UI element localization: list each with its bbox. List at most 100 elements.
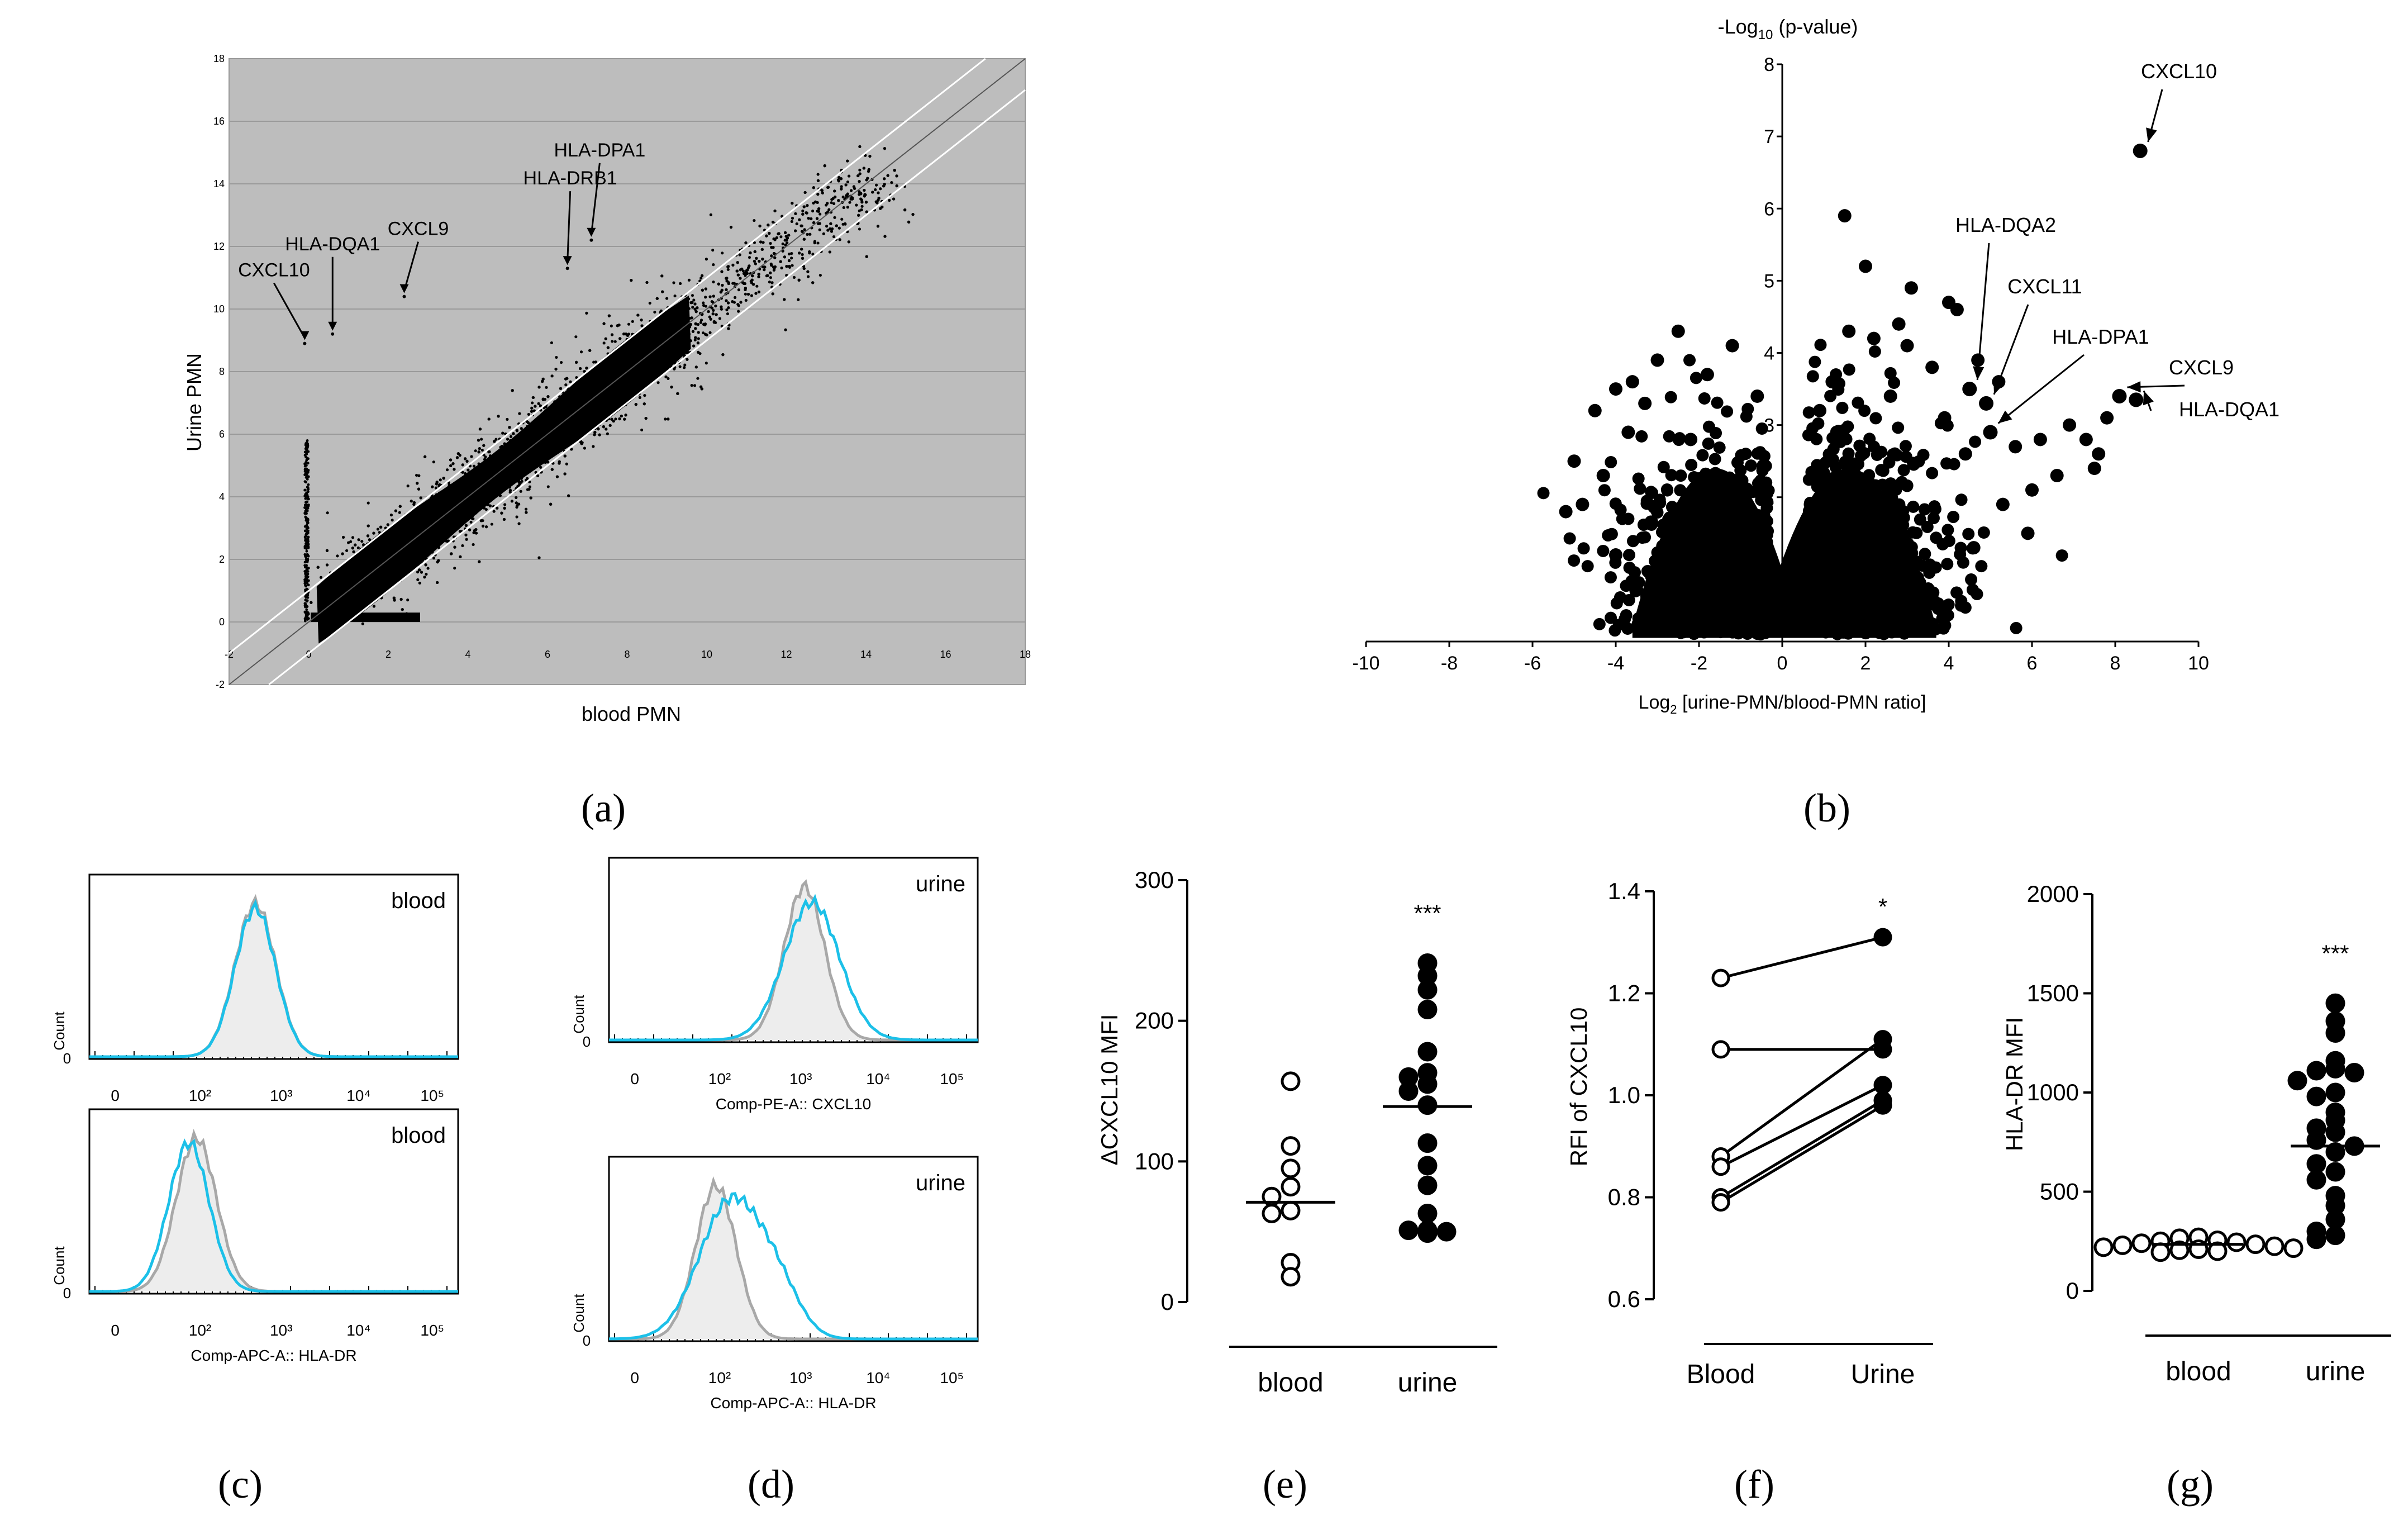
panel-a-point xyxy=(575,406,579,410)
panel-a-point xyxy=(515,429,518,432)
panel-a-point xyxy=(783,255,787,259)
panel-a-point xyxy=(537,448,540,452)
panel-a-point xyxy=(771,292,774,296)
panel-a-point xyxy=(358,583,361,586)
panel-a-point xyxy=(380,572,383,576)
panel-a-point xyxy=(342,590,345,593)
panel-a-point xyxy=(736,261,739,264)
panel-a-point xyxy=(378,531,381,534)
panel-a-point xyxy=(431,538,435,542)
panel-a-point xyxy=(474,471,477,474)
panel-a-point xyxy=(482,444,486,447)
panel-a-point xyxy=(893,169,896,172)
panel-a-point xyxy=(655,332,659,335)
panel-a-point xyxy=(767,224,770,227)
panel-a-point xyxy=(780,266,783,270)
panel-a-point xyxy=(664,417,667,421)
panel-a-point xyxy=(646,338,650,341)
panel-a-point xyxy=(413,548,416,551)
panel-a-point xyxy=(456,452,460,455)
panel-a-point xyxy=(567,396,570,399)
panel-a-point xyxy=(588,411,592,415)
panel-a-point xyxy=(860,201,864,204)
panel-a-point xyxy=(802,238,806,241)
panel-a-point xyxy=(428,521,432,525)
panel-a-point xyxy=(845,194,848,197)
panel-a-point xyxy=(546,420,550,424)
panel-a-point xyxy=(306,521,309,524)
panel-a-point xyxy=(629,384,632,387)
panel-a-point xyxy=(584,386,587,390)
panel-a-point xyxy=(678,365,682,368)
panel-a-point xyxy=(411,543,414,546)
panel-a-point xyxy=(689,322,692,326)
panel-a-point xyxy=(510,455,513,458)
panel-a-point xyxy=(708,331,712,334)
panel-a-point xyxy=(712,280,715,284)
panel-a-point xyxy=(518,436,521,440)
panel-a-point xyxy=(637,368,641,372)
panel-a-point xyxy=(744,298,748,302)
panel-a-point xyxy=(593,416,597,420)
panel-a-annotation-label: CXCL10 xyxy=(238,260,310,281)
panel-a-point xyxy=(611,360,615,364)
panel-b-point xyxy=(1721,405,1734,418)
panel-a-point xyxy=(588,404,592,407)
panel-a-point xyxy=(382,575,386,578)
panel-a-point xyxy=(326,603,330,606)
panel-a-point xyxy=(546,438,550,441)
panel-a-point xyxy=(670,328,673,331)
panel-a-point xyxy=(866,177,869,180)
panel-a-point xyxy=(546,485,550,488)
panel-a-point xyxy=(736,273,740,277)
panel-a-point xyxy=(519,490,522,493)
panel-a-point xyxy=(365,589,369,592)
panel-a-point xyxy=(550,433,553,436)
panel-a-point xyxy=(304,617,308,620)
panel-a-point xyxy=(835,224,838,227)
panel-a-point xyxy=(773,267,776,270)
panel-a-point xyxy=(411,527,415,530)
panel-a-point xyxy=(879,187,882,191)
panel-a-point xyxy=(503,481,507,484)
panel-a-xtick: 4 xyxy=(465,649,470,660)
panel-a-point xyxy=(610,333,614,336)
panel-a-point xyxy=(800,248,803,251)
panel-a-point xyxy=(430,496,433,500)
panel-a-point xyxy=(342,566,346,569)
panel-a-point xyxy=(303,619,307,623)
panel-a-point xyxy=(746,268,749,272)
panel-a-point xyxy=(495,462,498,466)
panel-a-point xyxy=(469,500,473,504)
panel-a-point xyxy=(649,366,652,370)
panel-a-point xyxy=(791,216,794,220)
panel-a-point xyxy=(336,554,339,558)
panel-a-point xyxy=(694,327,697,330)
panel-a-point xyxy=(486,466,490,469)
panel-a-point xyxy=(524,436,527,439)
panel-a-point xyxy=(399,539,403,543)
panel-a-point xyxy=(737,304,740,307)
panel-a-point xyxy=(792,276,796,279)
panel-a-point xyxy=(559,387,563,390)
panel-a-point xyxy=(802,267,806,270)
panel-a-point xyxy=(439,513,442,516)
panel-a-point xyxy=(769,241,772,245)
panel-a-point xyxy=(691,301,694,304)
panel-a-point xyxy=(368,599,371,602)
panel-b-point xyxy=(1907,500,1920,513)
panel-a-point xyxy=(800,224,803,227)
panel-b-point xyxy=(1969,435,1982,448)
panel-a-point xyxy=(459,515,463,518)
panel-a-point xyxy=(470,455,473,458)
panel-a-point xyxy=(383,550,386,554)
panel-a-point xyxy=(662,331,665,334)
panel-a-point xyxy=(329,582,332,586)
panel-a-point xyxy=(586,424,590,427)
panel-a-point xyxy=(496,506,499,510)
panel-a-point xyxy=(864,193,867,197)
panel-a-point xyxy=(541,424,545,428)
panel-a-point xyxy=(631,350,635,354)
panel-a-point xyxy=(517,476,521,479)
panel-a-point xyxy=(468,496,472,500)
